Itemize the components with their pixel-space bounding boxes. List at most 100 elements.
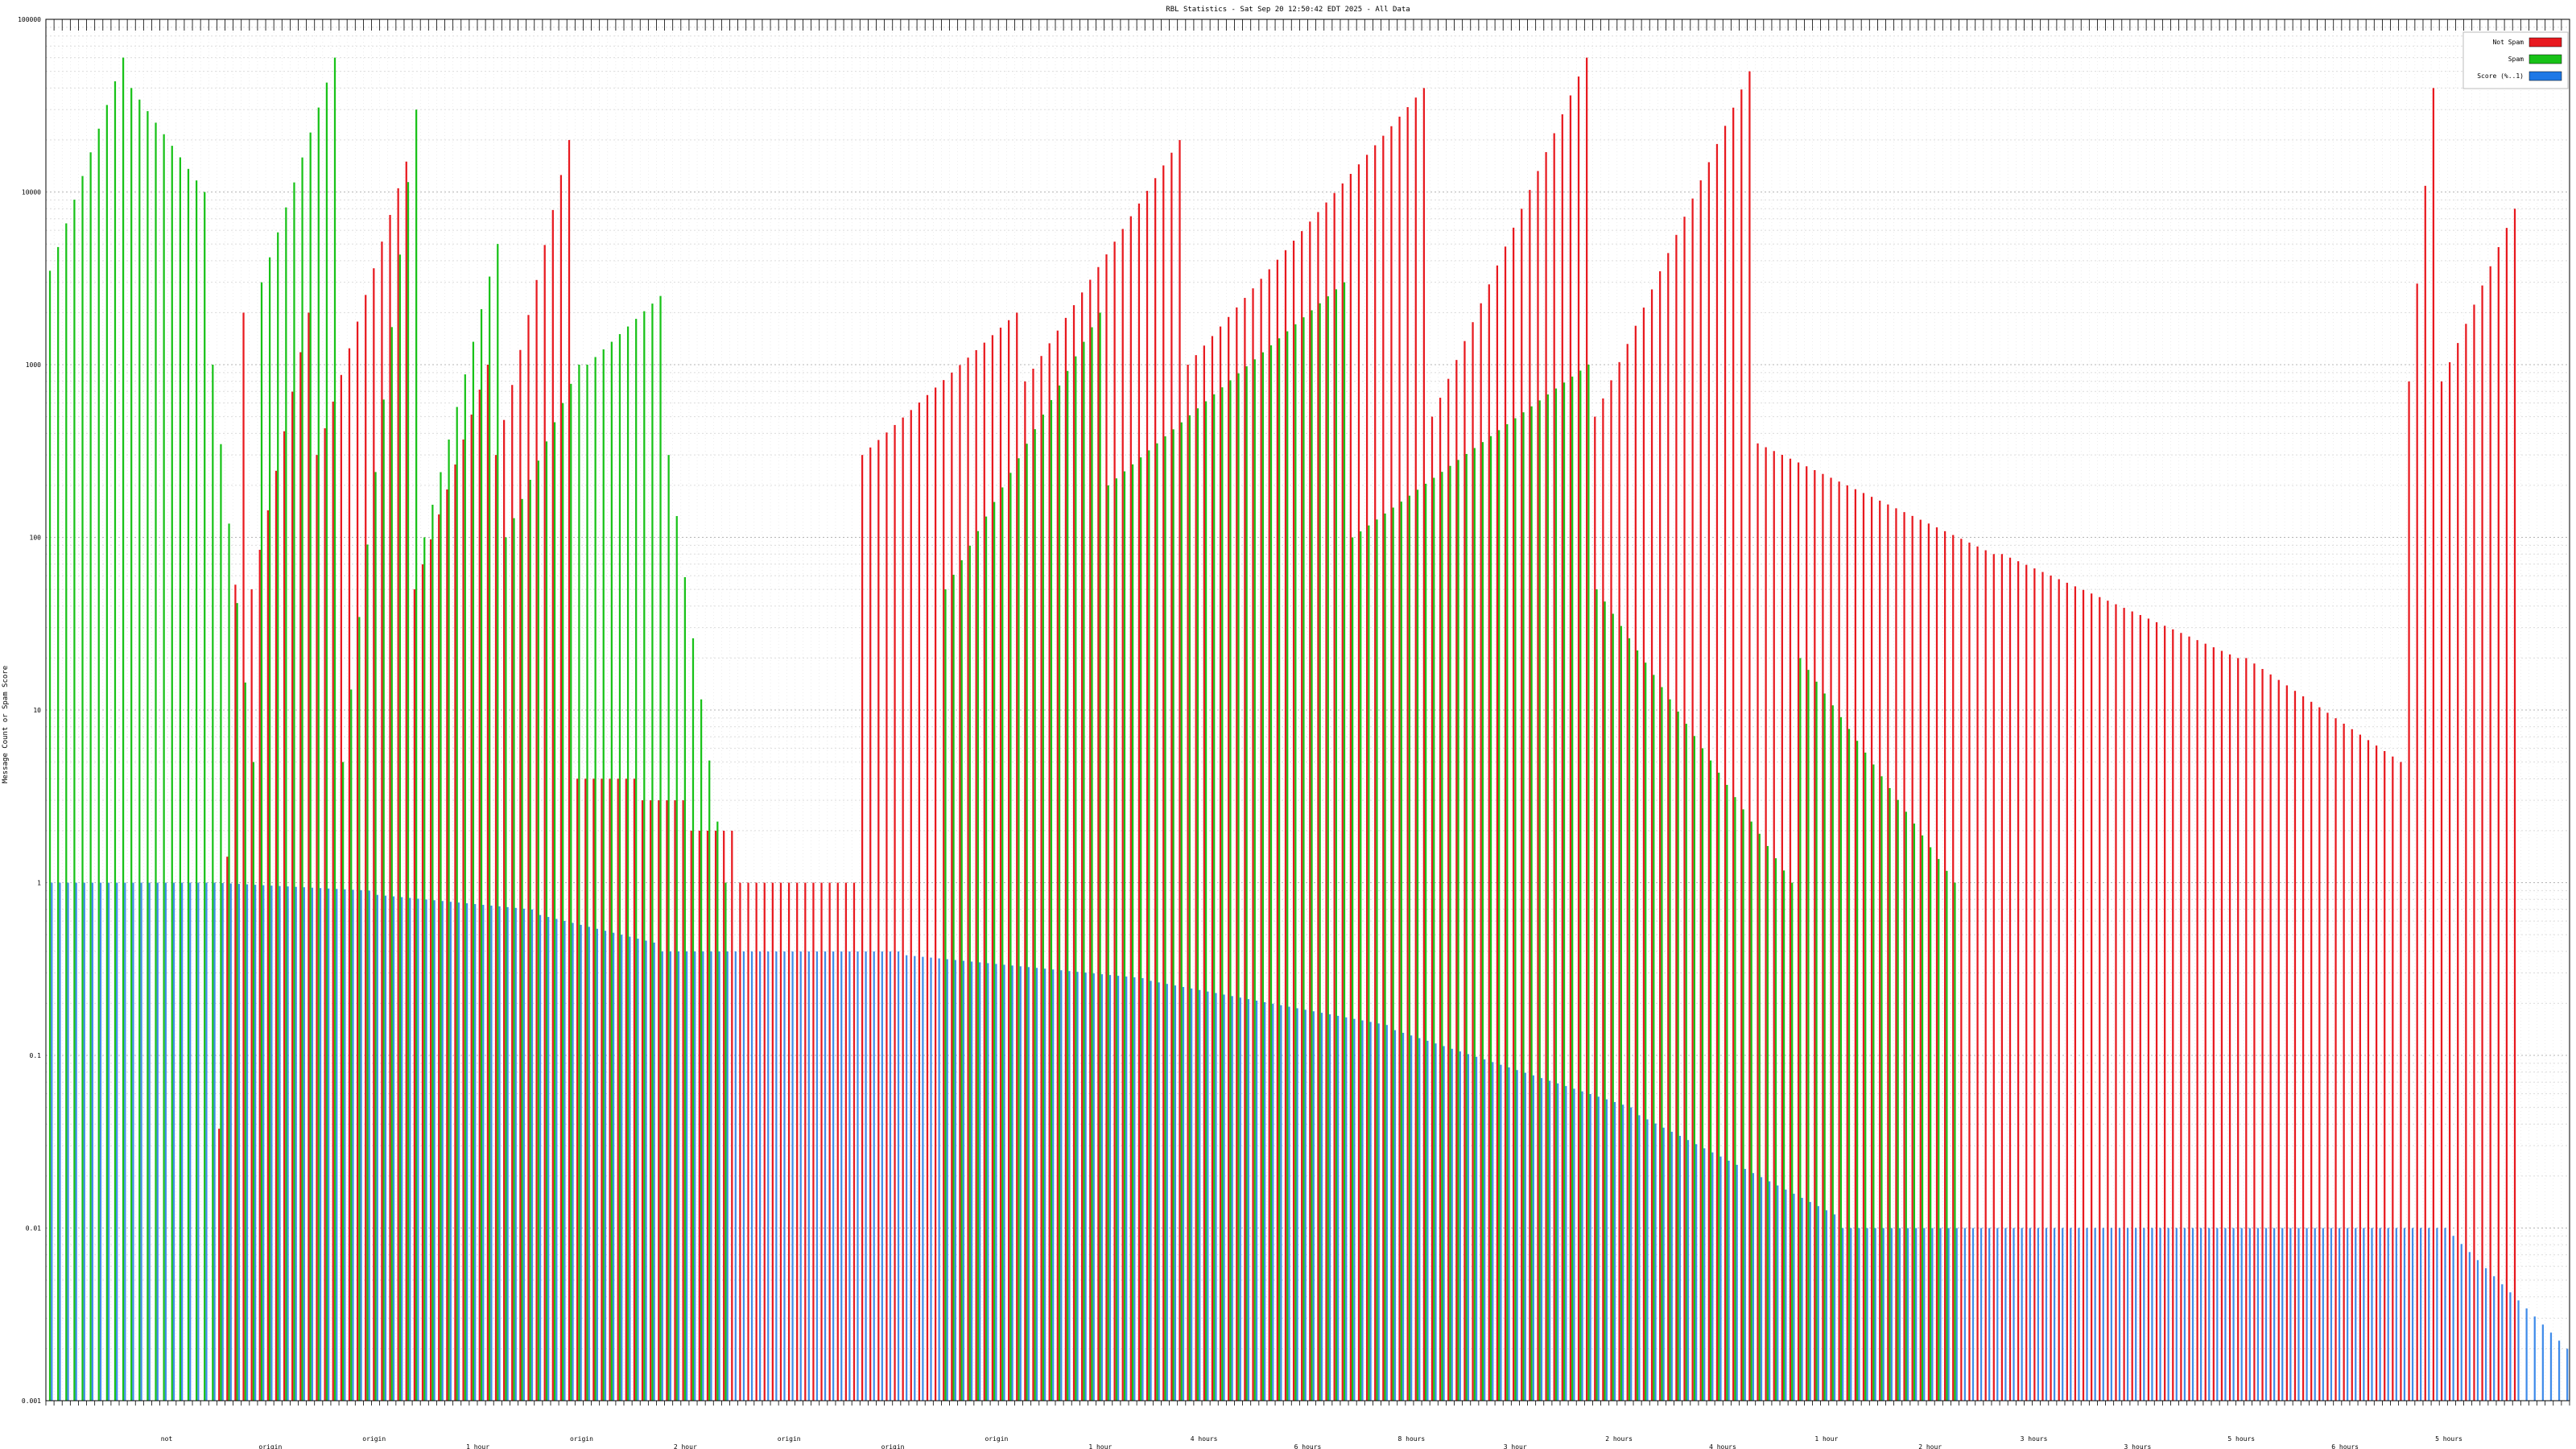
bar <box>1605 1099 1608 1401</box>
bar <box>2180 633 2182 1401</box>
bar <box>1930 847 1932 1401</box>
bar <box>555 919 558 1401</box>
bar <box>2196 640 2198 1401</box>
bar <box>527 315 530 1401</box>
bar <box>1398 116 1401 1401</box>
bar <box>1368 525 1370 1402</box>
bar <box>2476 1260 2479 1401</box>
bar <box>519 349 522 1401</box>
bar <box>389 214 391 1401</box>
bar <box>602 349 605 1401</box>
bar <box>465 903 469 1401</box>
bar <box>1455 360 1458 1401</box>
bar <box>1984 550 1987 1401</box>
bar <box>397 188 399 1402</box>
bar <box>1685 724 1687 1401</box>
bar <box>204 192 206 1401</box>
bar <box>914 956 916 1401</box>
bar <box>2314 1228 2316 1401</box>
bar <box>706 830 709 1401</box>
bar <box>205 882 208 1401</box>
bar <box>1312 1011 1315 1401</box>
bar <box>1341 183 1344 1402</box>
bar <box>1174 985 1177 1401</box>
bar <box>572 923 574 1401</box>
bar <box>724 882 727 1401</box>
bar <box>877 440 880 1401</box>
bar <box>1514 418 1517 1401</box>
bar <box>610 341 613 1401</box>
bar <box>650 800 652 1401</box>
bar <box>1766 845 1769 1401</box>
bar <box>1026 444 1028 1402</box>
bar <box>342 762 345 1401</box>
bar <box>511 385 514 1402</box>
bar <box>1699 180 1702 1401</box>
bar <box>156 882 159 1401</box>
bar <box>449 902 452 1401</box>
bar <box>1752 1173 1755 1401</box>
bar <box>1199 989 1201 1401</box>
bar <box>2440 381 2443 1401</box>
bar <box>148 882 151 1401</box>
bar <box>2497 246 2500 1402</box>
bar <box>1996 1228 1999 1401</box>
bar <box>1337 1015 1340 1401</box>
bar <box>1097 266 1100 1401</box>
bar <box>83 882 85 1401</box>
bar <box>474 904 477 1401</box>
bar <box>1150 980 1152 1401</box>
bar <box>2408 381 2410 1401</box>
bar <box>848 951 851 1401</box>
bar <box>1554 388 1558 1402</box>
bar <box>2363 1228 2365 1401</box>
bar <box>1048 343 1051 1402</box>
bar <box>1866 1228 1868 1401</box>
bar <box>1530 406 1533 1401</box>
bar <box>48 270 52 1401</box>
bar <box>2436 1228 2438 1401</box>
x-group-label: 8 hours <box>1398 1435 1426 1443</box>
bar <box>1092 973 1095 1401</box>
bar <box>641 800 644 1401</box>
bar <box>1683 217 1686 1402</box>
bar <box>1858 1228 1860 1401</box>
bar <box>1443 1046 1445 1401</box>
x-group-label: 2 hours <box>1605 1435 1633 1443</box>
legend: Not Spam Spam Score (%..1) <box>2462 31 2569 89</box>
bar <box>277 232 279 1401</box>
bar <box>1724 126 1727 1401</box>
bar <box>621 935 623 1401</box>
bar <box>1545 151 1547 1402</box>
x-group-label: 5 hours <box>2227 1435 2255 1443</box>
bar <box>309 132 312 1402</box>
bar <box>1757 443 1759 1401</box>
bar <box>1131 464 1134 1401</box>
bar <box>930 957 932 1401</box>
series-score-1- <box>51 882 2569 1401</box>
bar <box>1728 1160 1730 1401</box>
bar <box>1261 352 1265 1401</box>
bar <box>1392 507 1394 1401</box>
bar <box>2301 696 2305 1401</box>
bar <box>2367 740 2370 1401</box>
bar <box>2062 1228 2064 1401</box>
bar <box>423 537 426 1401</box>
bar <box>1449 465 1451 1401</box>
bar <box>498 906 501 1401</box>
bar <box>417 898 419 1401</box>
bar <box>771 882 774 1401</box>
bar <box>1384 513 1386 1402</box>
bar <box>425 899 427 1401</box>
bar <box>755 882 758 1401</box>
bar <box>1414 97 1417 1402</box>
bar <box>1847 729 1851 1401</box>
bar <box>1390 126 1393 1401</box>
bar <box>970 961 973 1401</box>
bar <box>1726 785 1728 1401</box>
bar <box>1219 326 1222 1402</box>
bar <box>1602 398 1604 1401</box>
bar <box>1785 1189 1787 1401</box>
bar <box>902 417 904 1401</box>
y-axis-label: Message Count or Spam Score <box>2 666 10 783</box>
